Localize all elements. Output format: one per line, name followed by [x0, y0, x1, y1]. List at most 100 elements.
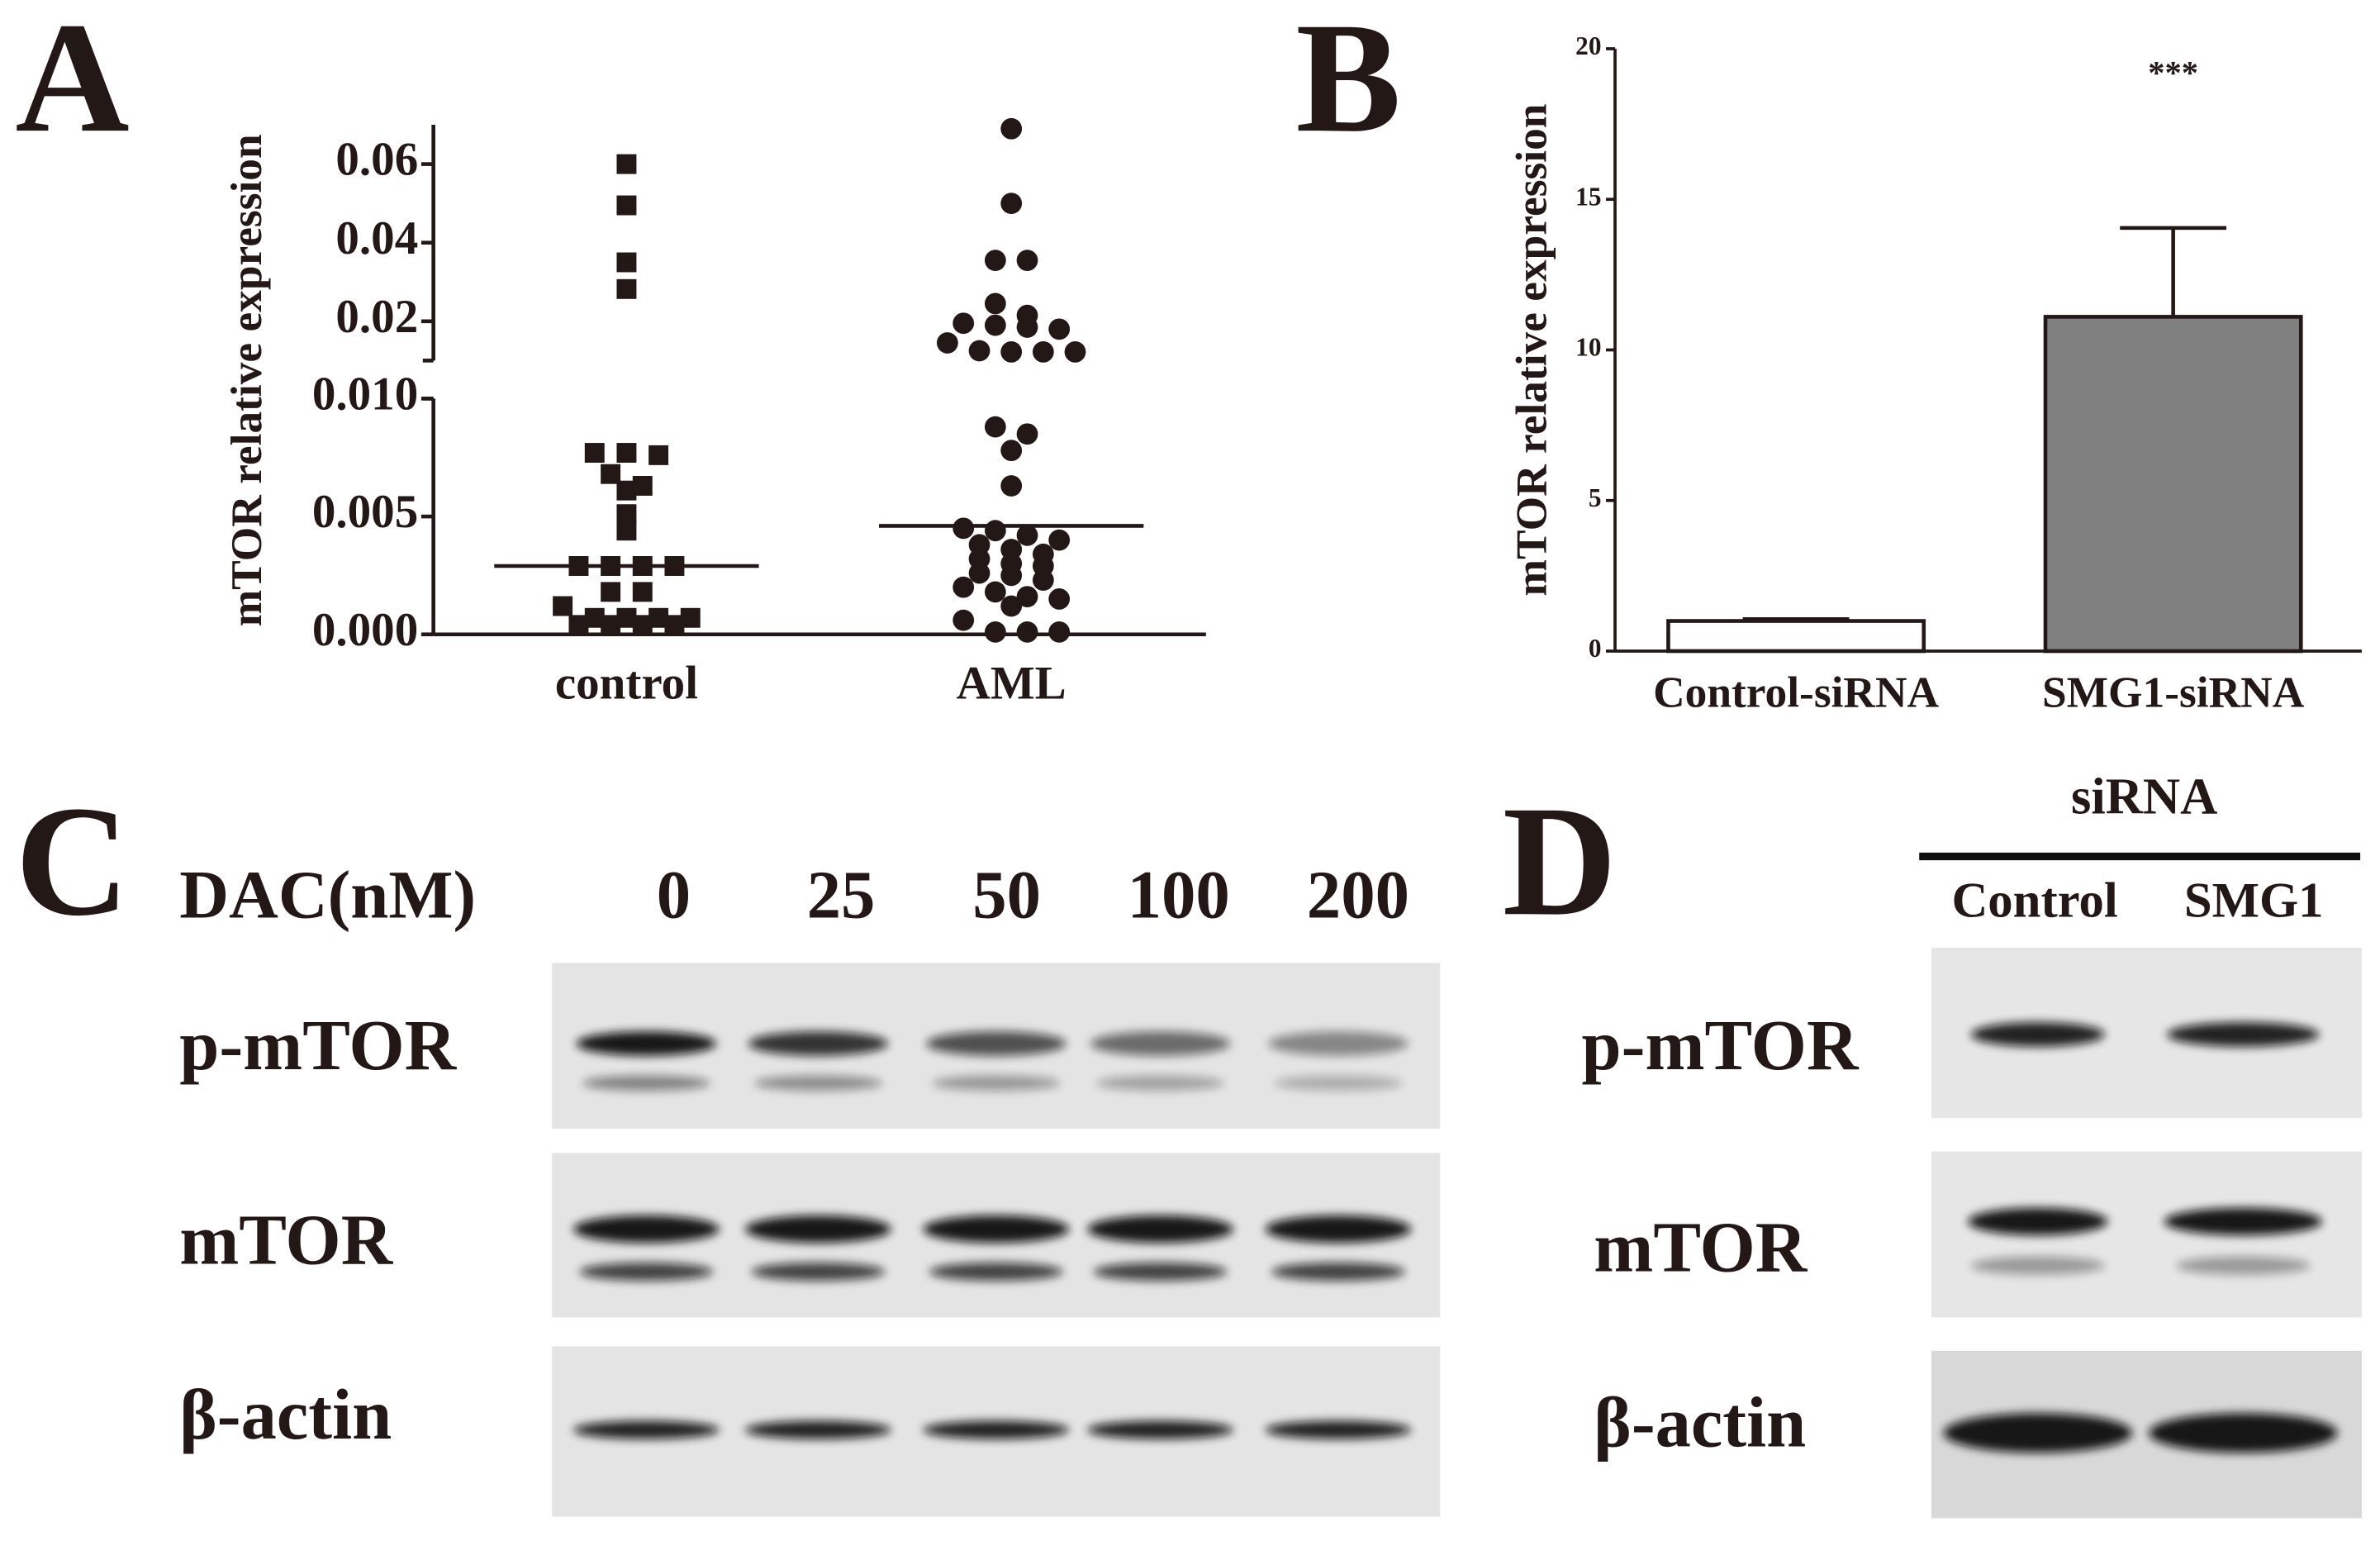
data-point [616, 252, 637, 273]
data-point [1000, 341, 1023, 363]
data-point [984, 416, 1006, 438]
data-point [616, 443, 637, 463]
data-point [1016, 525, 1038, 546]
band [745, 1420, 891, 1439]
band [923, 1420, 1070, 1439]
lane-label: 50 [972, 857, 1041, 933]
data-point [1064, 341, 1086, 363]
data-point [616, 278, 637, 299]
lane-label: SMG1 [2184, 873, 2324, 928]
data-point [632, 476, 653, 496]
data-point [680, 607, 701, 628]
band [926, 1031, 1066, 1056]
data-point [1048, 588, 1071, 610]
y-tick-label: 0.02 [335, 291, 418, 343]
data-point [648, 445, 669, 465]
data-point [984, 520, 1006, 542]
y-tick-label: 0.04 [335, 212, 418, 264]
data-point [952, 609, 975, 631]
data-point [1016, 621, 1038, 643]
band [1096, 1075, 1224, 1092]
band [2167, 1022, 2320, 1047]
data-point [568, 615, 589, 635]
band [923, 1215, 1070, 1244]
band [2176, 1256, 2311, 1275]
band [754, 1075, 882, 1092]
lane-label: 0 [657, 857, 691, 933]
data-point [601, 615, 621, 635]
data-point [1000, 440, 1023, 462]
data-point [984, 581, 1006, 603]
data-point [984, 293, 1006, 315]
data-point [664, 615, 685, 635]
panel-label: A [15, 0, 129, 165]
data-point [1000, 475, 1023, 497]
band [573, 1215, 720, 1244]
data-point [616, 195, 637, 216]
data-point [616, 607, 637, 628]
data-point [1032, 341, 1054, 363]
data-point [632, 582, 653, 602]
x-tick-label: AML [957, 657, 1066, 709]
band [745, 1215, 891, 1244]
band [1271, 1263, 1405, 1282]
panel-label: B [1295, 0, 1401, 165]
band [573, 1420, 720, 1439]
data-point [1048, 529, 1071, 551]
band [579, 1263, 714, 1282]
data-point [1000, 117, 1023, 140]
row-label: β-actin [1594, 1382, 1806, 1462]
lane-label: Control [1951, 873, 2117, 928]
data-point [952, 312, 975, 335]
band [748, 1031, 889, 1056]
x-tick-label: SMG1-siRNA [2042, 667, 2305, 716]
band [1087, 1215, 1233, 1244]
panel-label: D [1503, 773, 1617, 949]
y-tick-label: 0.000 [312, 604, 418, 656]
data-point [1032, 569, 1054, 591]
data-point [584, 607, 605, 628]
blot [1931, 1151, 2362, 1318]
x-tick-label: control [555, 657, 698, 709]
y-tick-label: 15 [1575, 182, 1601, 211]
data-point [1048, 318, 1071, 340]
band [1265, 1420, 1412, 1439]
data-point [952, 576, 975, 598]
band [2149, 1413, 2338, 1453]
y-tick-label: 20 [1575, 31, 1601, 60]
band [2164, 1207, 2323, 1235]
data-point [1016, 316, 1038, 338]
row-label: mTOR [179, 1200, 394, 1279]
data-point [632, 615, 653, 635]
data-point [616, 154, 637, 174]
data-point [616, 504, 637, 525]
band [1970, 1022, 2105, 1047]
band [1943, 1413, 2132, 1453]
data-point [616, 480, 637, 501]
band [1968, 1207, 2108, 1235]
data-point [968, 340, 990, 362]
band [1090, 1031, 1231, 1056]
band [576, 1031, 717, 1056]
y-tick-label: 0.005 [312, 486, 418, 538]
band [1274, 1075, 1403, 1092]
data-point [1000, 564, 1023, 587]
data-point [1016, 586, 1038, 607]
significance: *** [2148, 54, 2198, 91]
band [1268, 1031, 1409, 1056]
band [1265, 1215, 1412, 1244]
group-label: siRNA [2071, 768, 2217, 825]
data-point [1000, 595, 1023, 617]
y-axis-label: mTOR relative expression [221, 134, 271, 626]
data-point [553, 596, 573, 616]
lane-label: 100 [1128, 857, 1230, 933]
data-point [936, 332, 958, 354]
data-point [984, 314, 1006, 336]
y-axis-label: mTOR relative expression [1507, 103, 1556, 596]
bar [1666, 619, 1926, 654]
band [582, 1075, 710, 1092]
row-label: p-mTOR [179, 1006, 457, 1085]
y-tick-label: 0.06 [335, 134, 418, 186]
band [1093, 1263, 1228, 1282]
